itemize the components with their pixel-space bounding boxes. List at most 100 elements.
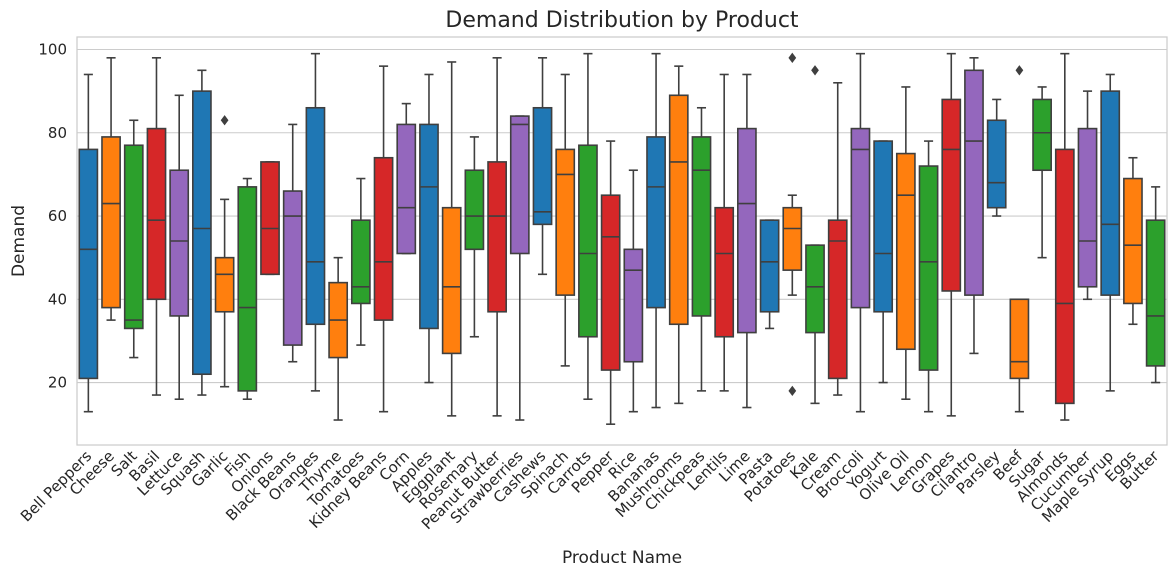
box-iqr: [827, 219, 848, 380]
box-lime: [737, 73, 757, 409]
box-eggplant: [441, 61, 462, 417]
box-beef: [1009, 65, 1030, 413]
box-basil: [146, 57, 167, 396]
box-iqr: [78, 148, 99, 380]
chart-title: Demand Distribution by Product: [445, 8, 799, 33]
box-iqr: [350, 219, 371, 305]
box-rosemary: [464, 136, 485, 338]
box-iqr: [850, 127, 871, 309]
box-pasta: [759, 219, 780, 330]
box-garlic: [214, 115, 235, 388]
box-apples: [419, 73, 439, 384]
box-thyme: [328, 256, 349, 421]
box-maple-syrup: [1100, 73, 1121, 392]
y-tick-label: 100: [38, 40, 67, 58]
box-lettuce: [169, 94, 190, 401]
box-chickpeas: [691, 106, 712, 392]
box-iqr: [1077, 127, 1098, 288]
box-kale: [805, 65, 825, 405]
y-axis-label: Demand: [9, 205, 29, 277]
box-iqr: [532, 106, 553, 226]
box-iqr: [555, 148, 576, 296]
box-iqr: [509, 115, 530, 255]
box-iqr: [964, 69, 984, 296]
box-black-beans: [282, 123, 303, 363]
box-iqr: [941, 98, 962, 292]
box-iqr: [578, 144, 598, 338]
box-iqr: [1009, 298, 1030, 380]
box-iqr: [305, 106, 326, 326]
box-iqr: [214, 256, 235, 313]
box-potatoes: [782, 52, 803, 397]
box-onions: [260, 161, 280, 276]
y-tick-label: 60: [48, 207, 67, 225]
y-tick-label: 80: [48, 124, 67, 142]
box-salt: [123, 119, 144, 359]
box-bell-peppers: [78, 73, 99, 413]
plot-frame: [76, 36, 1168, 446]
box-iqr: [646, 136, 666, 309]
box-iqr: [260, 161, 280, 276]
outlier-point: [1015, 65, 1024, 76]
box-iqr: [146, 127, 167, 301]
box-iqr: [192, 90, 212, 376]
x-axis-label: Product Name: [562, 548, 682, 568]
box-iqr: [487, 161, 507, 313]
box-iqr: [759, 219, 780, 313]
box-iqr: [873, 140, 894, 313]
box-iqr: [396, 123, 417, 255]
box-cheese: [101, 57, 121, 321]
box-kidney-beans: [373, 65, 394, 413]
plot-background: [77, 37, 1167, 445]
box-lentils: [714, 73, 735, 392]
box-iqr: [1100, 90, 1121, 296]
box-tomatoes: [350, 177, 371, 346]
box-peanut-butter: [487, 57, 507, 417]
box-spinach: [555, 73, 576, 367]
box-iqr: [419, 123, 439, 330]
box-corn: [396, 102, 417, 255]
y-tick-label: 40: [48, 290, 67, 308]
box-cucumber: [1077, 90, 1098, 301]
box-lemon: [918, 140, 939, 413]
box-iqr: [373, 156, 394, 321]
box-grapes: [941, 52, 962, 417]
box-mushrooms: [668, 65, 689, 405]
outlier-point: [220, 115, 229, 126]
box-iqr: [1145, 219, 1166, 367]
box-cream: [827, 81, 848, 396]
box-iqr: [737, 127, 757, 334]
box-iqr: [282, 190, 303, 346]
box-iqr: [1054, 148, 1075, 405]
box-iqr: [441, 206, 462, 355]
box-butter: [1145, 186, 1166, 384]
box-iqr: [895, 152, 916, 351]
box-iqr: [169, 169, 190, 317]
box-broccoli: [850, 52, 871, 413]
box-iqr: [1032, 98, 1052, 172]
box-iqr: [668, 94, 689, 326]
box-iqr: [237, 186, 258, 392]
box-parsley: [986, 98, 1007, 217]
box-sugar: [1032, 86, 1052, 259]
outlier-point: [811, 65, 819, 76]
box-oranges: [305, 52, 326, 392]
box-iqr: [782, 206, 803, 271]
box-rice: [623, 169, 644, 413]
box-pepper: [600, 140, 621, 425]
y-tick-label: 20: [48, 374, 67, 392]
box-strawberries: [509, 115, 530, 421]
box-yogurt: [873, 140, 894, 384]
box-iqr: [464, 169, 485, 251]
box-iqr: [600, 194, 621, 371]
box-olive-oil: [895, 86, 916, 401]
box-cashews: [532, 57, 553, 276]
x-tick-labels: Bell PeppersCheeseSaltBasilLettuceSquash…: [17, 447, 1163, 534]
box-iqr: [691, 136, 712, 317]
box-fish: [237, 177, 258, 401]
grid-lines: [77, 48, 1167, 384]
y-tick-labels: 20 40 60 80 100: [38, 40, 67, 391]
box-iqr: [101, 136, 121, 309]
